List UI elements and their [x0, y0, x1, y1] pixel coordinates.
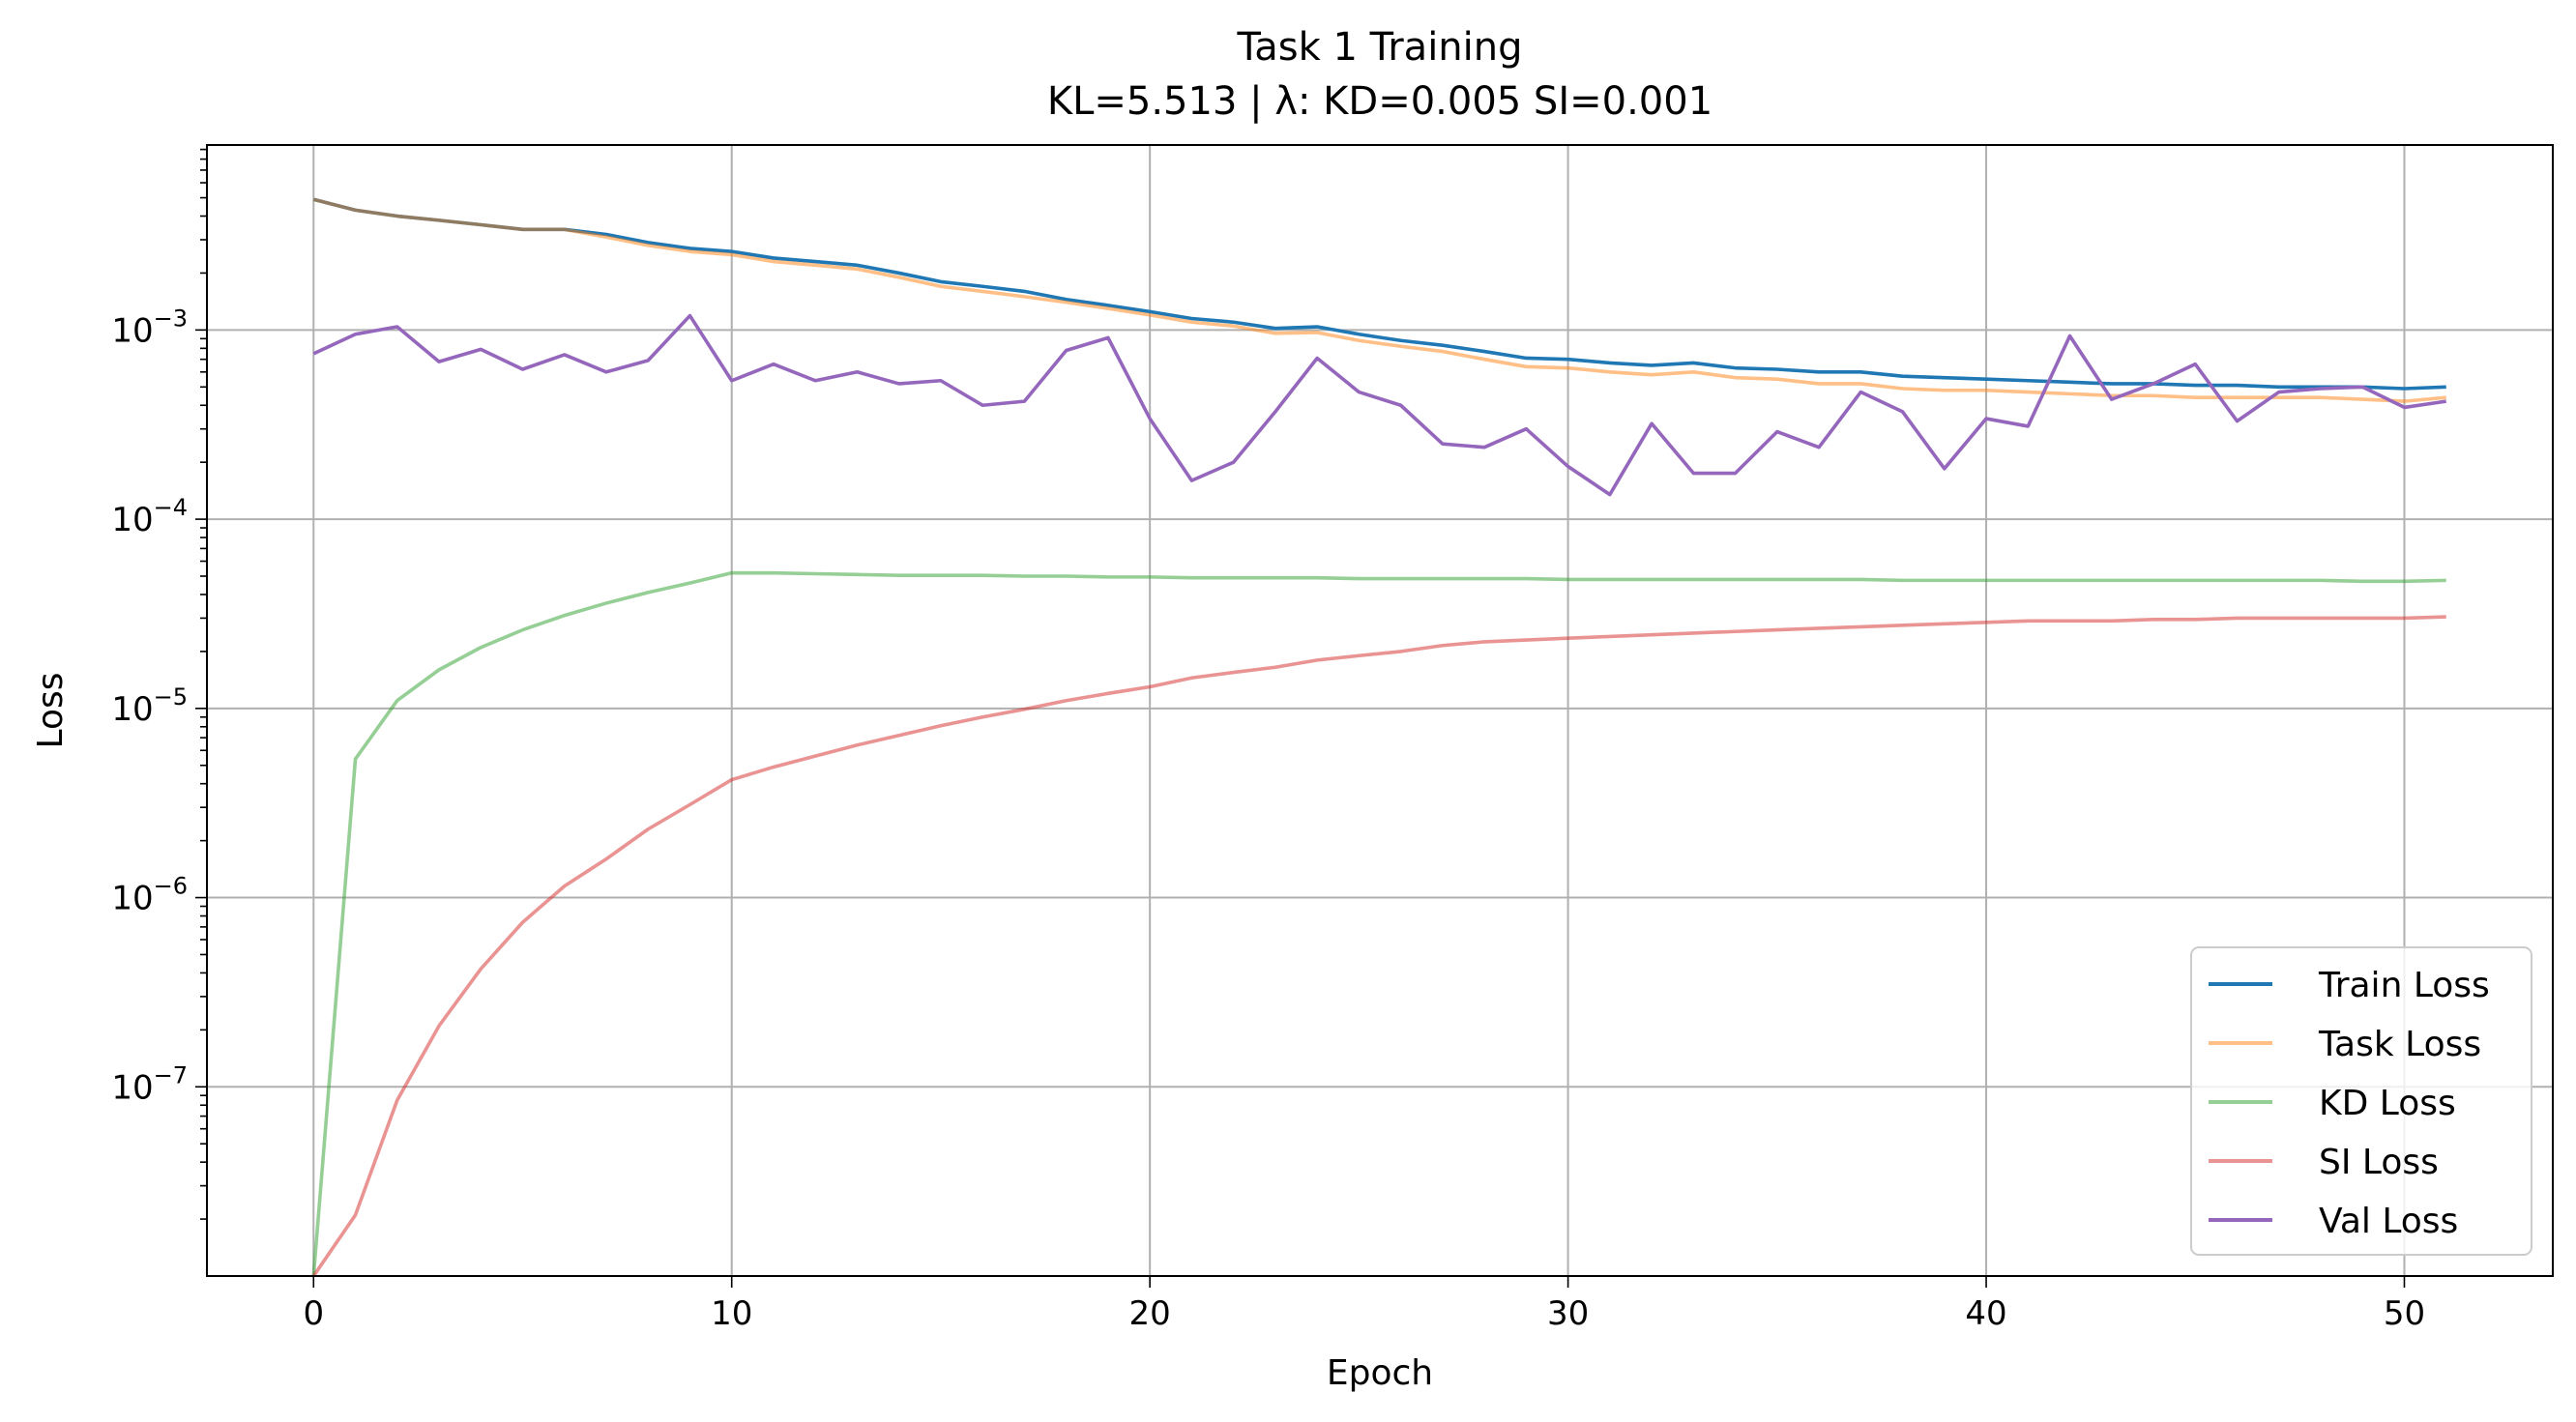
y-tick-label: 10−6: [111, 873, 188, 918]
legend: Train Loss Task Loss KD Loss SI Loss Val Los…: [2190, 946, 2532, 1256]
x-tick-label: 30: [1547, 1294, 1589, 1333]
series-line-val-loss: [312, 313, 2446, 497]
legend-label-si-loss: SI Loss: [2319, 1143, 2439, 1182]
legend-item-si-loss: SI Loss: [2209, 1143, 2439, 1182]
y-tick-labels: 10−7 10−6 10−5 10−4 10−3: [111, 305, 188, 1107]
legend-label-train-loss: Train Loss: [2318, 966, 2490, 1005]
x-tick-label: 0: [303, 1294, 324, 1333]
y-tick-label: 10−4: [111, 494, 188, 539]
legend-item-val-loss: Val Loss: [2209, 1202, 2458, 1241]
series-lines: [311, 197, 2446, 1276]
y-minor-ticks: [200, 148, 207, 1220]
x-tick-label: 20: [1129, 1294, 1171, 1333]
x-tick-label: 10: [711, 1294, 752, 1333]
y-tick-label: 10−5: [111, 683, 188, 729]
legend-item-kd-loss: KD Loss: [2209, 1084, 2456, 1123]
x-axis-label: Epoch: [1327, 1353, 1433, 1393]
y-axis-label: Loss: [31, 673, 71, 749]
grid: [207, 145, 2553, 1276]
legend-label-val-loss: Val Loss: [2319, 1202, 2458, 1241]
x-tick-labels: 0 10 20 30 40 50: [303, 1294, 2425, 1333]
chart-title: Task 1 Training: [1236, 25, 1522, 70]
series-line-si-loss: [311, 615, 2446, 1276]
x-tick-label: 40: [1965, 1294, 2006, 1333]
legend-item-task-loss: Task Loss: [2209, 1025, 2481, 1064]
series-line-train-loss: [312, 197, 2446, 391]
series-line-task-loss: [312, 197, 2446, 403]
tick-marks: [195, 329, 2406, 1288]
legend-box: [2190, 946, 2532, 1256]
x-tick-label: 50: [2384, 1294, 2425, 1333]
y-tick-label: 10−3: [111, 305, 188, 350]
series-line-kd-loss: [311, 570, 2446, 1276]
plot-area-frame: [206, 144, 2554, 1277]
legend-label-kd-loss: KD Loss: [2319, 1084, 2456, 1123]
legend-label-task-loss: Task Loss: [2318, 1025, 2481, 1064]
legend-item-train-loss: Train Loss: [2209, 966, 2490, 1005]
y-tick-label: 10−7: [111, 1061, 188, 1107]
chart-subtitle: KL=5.513 | λ: KD=0.005 SI=0.001: [1047, 79, 1712, 124]
